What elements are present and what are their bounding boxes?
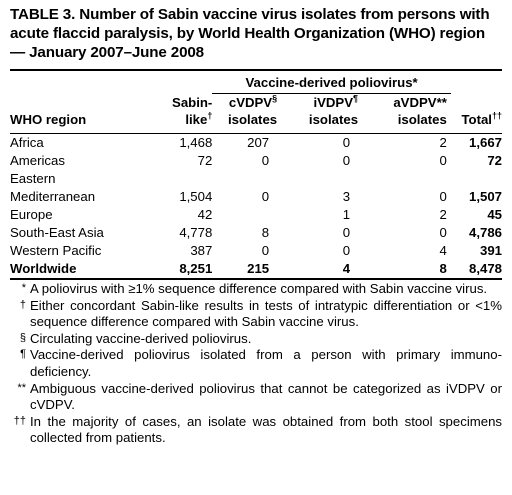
footnote: ¶ Vaccine-derived poliovirus isolated fro… [10,347,502,380]
footnote-text: Either concordant Sabin-like results in … [30,297,502,330]
cell-cvdpv: 0 [261,189,270,204]
column-header-region: WHO region [10,93,149,134]
footnote-text: A poliovirus with ≥1% sequence differenc… [30,281,488,296]
cell-avdpv: 2 [439,135,447,150]
cell-sabin-like: 8,251 [148,260,213,280]
cell-sabin-like: 42 [197,207,213,222]
cell-region: Western Pacific [10,243,102,258]
cell-total: 8,478 [450,260,502,280]
cell-total: 1,507 [468,189,502,204]
cell-region: Worldwide [10,260,149,280]
table-row: Americas 72 0 0 0 72 [10,152,502,170]
footnote-mark: ** [17,381,26,394]
column-header-total: Total†† [450,93,502,134]
cell-sabin-like: 1,468 [179,135,213,150]
cell-total: 72 [487,153,502,168]
cell-avdpv: 8 [372,260,451,280]
footnote-text: Ambiguous vaccine-derived poliovirus tha… [30,380,502,413]
table-title: TABLE 3. Number of Sabin vaccine virus i… [10,6,490,61]
cell-total: 45 [487,207,502,222]
cell-ivdpv: 3 [342,189,351,204]
footnote-mark: § [19,331,26,344]
cell-region: Europe [10,207,53,222]
cell-avdpv: 2 [439,207,447,222]
footnote-mark: †† [13,414,26,427]
cell-sabin-like: 387 [190,243,213,258]
cell-ivdpv: 0 [342,153,351,168]
cell-total: 391 [479,243,502,258]
footnote-text: In the majority of cases, an isolate was… [30,413,502,446]
cell-avdpv: 0 [439,189,447,204]
cell-sabin-like: 72 [197,153,213,168]
table-row: Western Pacific 387 0 0 4 391 [10,242,502,260]
cell-sabin-like: 4,778 [179,225,213,240]
footnote-mark: * [21,282,26,294]
cell-total: 1,667 [468,135,502,150]
footnote: * A poliovirus with ≥1% sequence differen… [10,281,502,298]
cell-ivdpv: 0 [342,243,351,258]
cell-avdpv: 4 [439,243,447,258]
footnote: † Either concordant Sabin-like results in… [10,298,502,331]
cell-region: South-East Asia [10,225,104,240]
footnote: †† In the majority of cases, an isolate w… [10,414,502,447]
cell-sabin-like: 1,504 [179,189,213,204]
footnote-mark: † [19,298,26,311]
cell-region: Americas [10,153,65,168]
cell-ivdpv: 0 [342,135,351,150]
column-header-row: WHO region Sabin-like† cVDPV§ isolates iV… [10,93,502,134]
footnotes: * A poliovirus with ≥1% sequence differen… [10,281,502,447]
cell-avdpv: 0 [439,153,447,168]
column-header-sabin-like: Sabin-like† [148,93,213,134]
table-row: Eastern Mediterranean 1,504 0 3 0 1,507 [10,170,502,206]
cell-cvdpv: 215 [212,260,292,280]
cell-avdpv: 0 [439,225,447,240]
cell-region: Eastern Mediterranean [10,171,96,204]
column-header-cvdpv: cVDPV§ isolates [212,93,292,134]
group-header-row: Vaccine-derived poliovirus* [10,71,502,94]
column-header-avdpv: aVDPV** isolates [372,93,451,134]
footnote: ** Ambiguous vaccine-derived poliovirus t… [10,381,502,414]
cell-cvdpv: 0 [261,243,270,258]
footnote: § Circulating vaccine-derived poliovirus. [10,331,502,348]
footnote-text: Vaccine-derived poliovirus isolated from… [30,347,502,379]
table-row: Europe 42 1 2 45 [10,206,502,224]
cell-cvdpv: 207 [247,135,270,150]
footnote-text: Circulating vaccine-derived poliovirus. [30,330,252,346]
cell-total: 4,786 [468,225,502,240]
cell-ivdpv: 1 [342,207,351,222]
total-row: Worldwide 8,251 215 4 8 8,478 [10,260,502,280]
table-row: Africa 1,468 207 0 2 1,667 [10,134,502,153]
table-body: Africa 1,468 207 0 2 1,667 Americas 72 0 0 0 72 East… [10,134,502,280]
cell-ivdpv: 4 [291,260,373,280]
cell-cvdpv: 0 [261,153,270,168]
footnote-mark: ¶ [20,348,26,361]
cell-ivdpv: 0 [342,225,351,240]
table-row: South-East Asia 4,778 8 0 0 4,786 [10,224,502,242]
group-header-vdpv: Vaccine-derived poliovirus* [245,74,418,90]
cell-cvdpv: 8 [261,225,270,240]
header-region-label: WHO region [10,112,87,127]
isolates-table: Vaccine-derived poliovirus* WHO region S… [10,69,502,280]
cell-region: Africa [10,135,44,150]
column-header-ivdpv: iVDPV¶ isolates [291,93,373,134]
cell-cvdpv [212,206,291,224]
